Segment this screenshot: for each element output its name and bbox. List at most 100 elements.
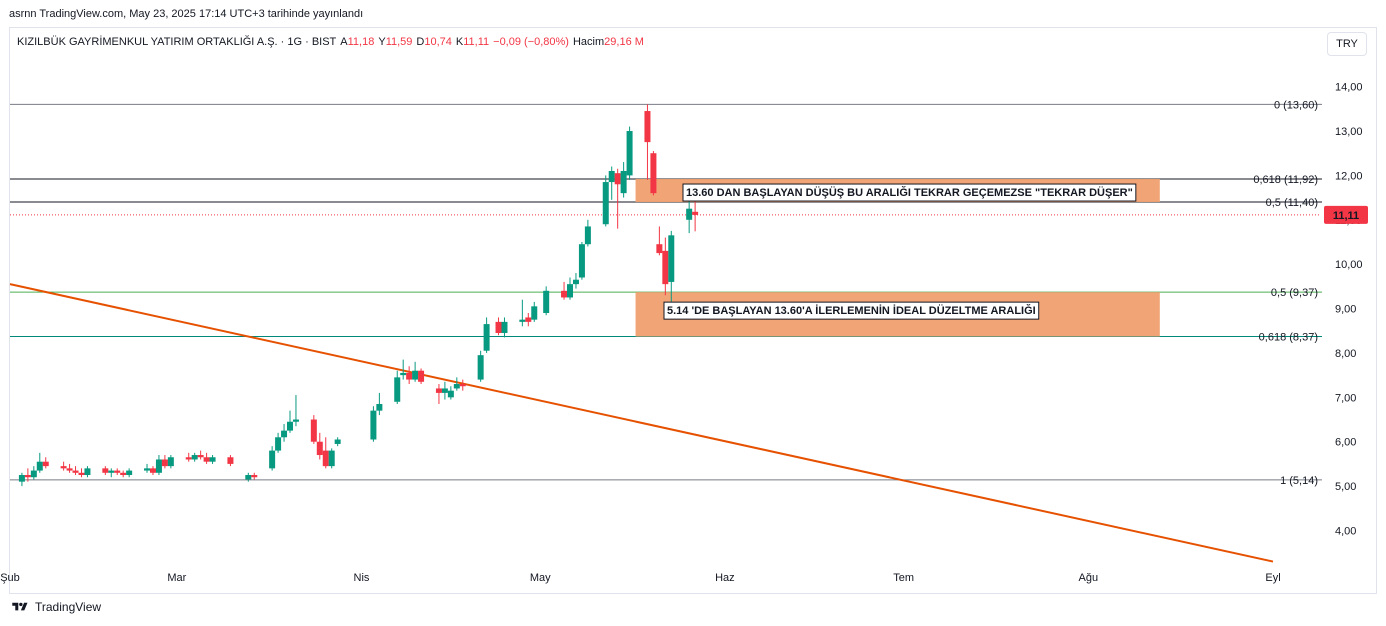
candle-body	[561, 290, 568, 298]
fib-level-label: 0,618 (8,37)	[1259, 332, 1318, 344]
candle-body	[114, 470, 121, 473]
high-label: Y	[378, 36, 386, 48]
candle-body	[525, 317, 532, 322]
candle-body	[310, 419, 317, 442]
fib-level-label: 0,618 (11,92)	[1253, 174, 1318, 186]
candle-body	[400, 372, 407, 376]
candle-body	[370, 410, 377, 440]
candle-body	[608, 170, 615, 183]
candle-body	[572, 279, 579, 285]
candle-body	[602, 182, 609, 225]
candle-body	[144, 468, 151, 471]
candle-body	[543, 290, 550, 313]
candle-body	[72, 470, 79, 473]
candle-body	[412, 370, 419, 380]
candle-body	[42, 461, 49, 467]
candle-body	[227, 457, 234, 464]
high-value: 11,59	[385, 36, 413, 48]
candle-body	[519, 319, 526, 322]
x-tick-label: Tem	[893, 572, 914, 584]
candle-body	[30, 470, 37, 478]
candle-body	[18, 475, 25, 482]
y-tick-label: 10,00	[1335, 259, 1363, 271]
candle-body	[287, 421, 294, 431]
close-label: K	[455, 36, 464, 48]
y-tick-label: 5,00	[1335, 481, 1356, 493]
y-tick-label: 8,00	[1335, 348, 1356, 360]
candle-body	[453, 384, 460, 389]
y-tick-label: 4,00	[1335, 525, 1356, 537]
candle-body	[292, 419, 299, 422]
candle-body	[495, 321, 502, 333]
y-tick-label: 14,00	[1335, 82, 1363, 94]
symbol-title[interactable]: KIZILBÜK GAYRİMENKUL YATIRIM ORTAKLIĞI A…	[17, 36, 337, 48]
candle-body	[435, 388, 442, 393]
zone-annotation-box	[663, 301, 1040, 320]
candle-body	[78, 472, 85, 476]
candle-body	[531, 306, 538, 320]
fib-level-label: 1 (5,14)	[1280, 475, 1318, 487]
candle-body	[275, 437, 282, 451]
candle-body	[394, 377, 401, 402]
candle-body	[126, 470, 133, 476]
footer-brand-label: TradingView	[35, 600, 102, 614]
candle-body	[483, 324, 490, 351]
candle-body	[662, 250, 669, 285]
zone-annotation-box	[682, 183, 1137, 202]
close-group: K11,11	[456, 36, 489, 48]
candle-body	[578, 244, 585, 278]
open-group: A11,18	[340, 36, 374, 48]
candle-body	[406, 372, 413, 380]
candle-body	[167, 457, 174, 467]
last-price-tag	[1324, 205, 1368, 224]
candle-body	[584, 226, 591, 245]
candle-body	[269, 450, 276, 469]
candle-body	[60, 466, 67, 469]
candle-body	[24, 475, 31, 478]
candle-body	[656, 244, 663, 254]
candle-body	[197, 455, 204, 458]
candle-body	[161, 459, 168, 467]
candle-body	[316, 441, 323, 456]
zone-annotation-text: 5.14 'DE BAŞLAYAN 13.60'A İLERLEMENİN İD…	[667, 304, 1036, 317]
tradingview-logo-icon	[12, 602, 28, 611]
high-group: Y11,59	[378, 36, 412, 48]
volume-group: Hacim29,16 M	[573, 36, 644, 48]
volume-value: 29,16 M	[604, 36, 644, 48]
candle-body	[149, 468, 156, 473]
x-tick-label: May	[530, 572, 551, 584]
x-tick-label: Nis	[354, 572, 370, 584]
candle-body	[441, 388, 448, 393]
fib-level-label: 0,5 (11,40)	[1266, 197, 1318, 209]
y-tick-label: 13,00	[1335, 126, 1363, 138]
y-tick-label: 7,00	[1335, 392, 1356, 404]
x-tick-label: Mar	[167, 572, 186, 584]
candle-body	[334, 439, 341, 444]
x-tick-label: Haz	[715, 572, 735, 584]
candle-body	[668, 235, 675, 282]
candle-body	[185, 457, 192, 460]
candle-body	[418, 370, 425, 382]
chart-frame	[9, 27, 1377, 594]
volume-label: Hacim	[572, 36, 605, 48]
candle-body	[203, 457, 210, 462]
candle-body	[36, 461, 43, 471]
candle-body	[322, 450, 329, 467]
candle-body	[477, 355, 484, 380]
y-tick-label: 12,00	[1335, 170, 1363, 182]
candle-body	[155, 459, 162, 473]
candle-body	[447, 390, 454, 398]
candle-body	[376, 403, 383, 411]
currency-button[interactable]: TRY	[1327, 32, 1367, 56]
x-tick-label: Şub	[0, 572, 20, 584]
x-tick-label: Eyl	[1265, 572, 1280, 584]
candle-body	[626, 131, 633, 176]
published-info: asrnn TradingView.com, May 23, 2025 17:1…	[9, 8, 364, 20]
footer-brand[interactable]: TradingView	[10, 600, 101, 614]
candle-body	[84, 468, 91, 476]
candle-body	[650, 153, 657, 194]
candle-body	[245, 475, 252, 480]
candle-body	[191, 455, 198, 460]
trendline	[9, 283, 1274, 563]
